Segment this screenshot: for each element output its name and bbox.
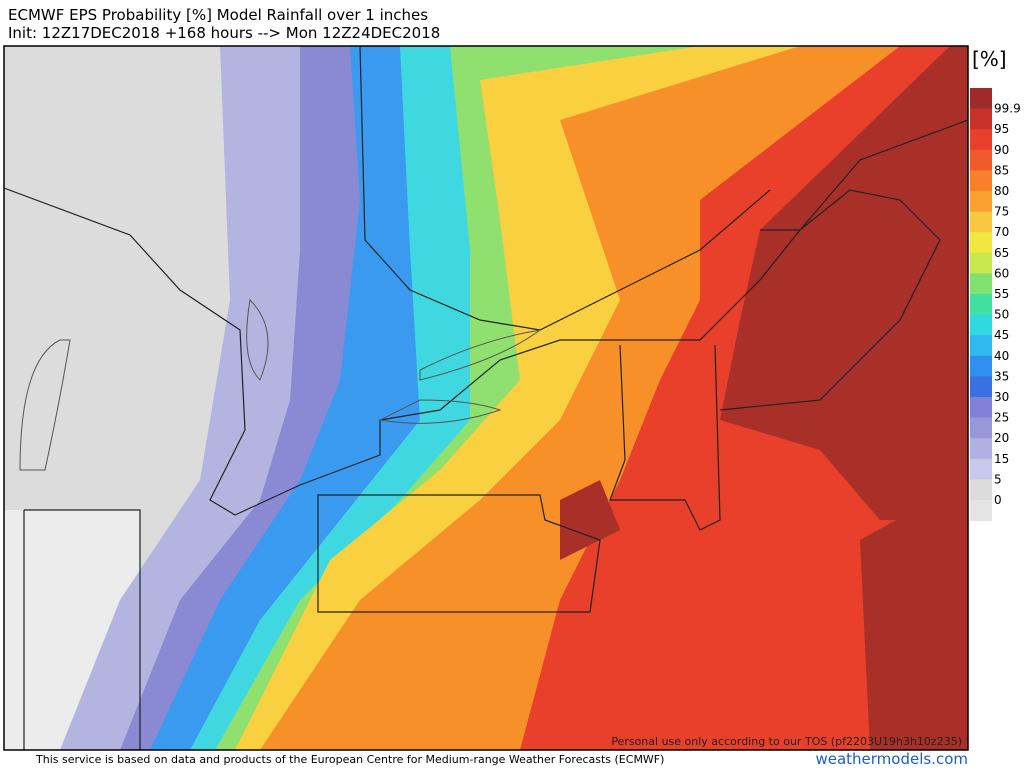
- colorbar-label: 20: [994, 431, 1009, 445]
- footer-site[interactable]: weathermodels.com: [815, 750, 968, 768]
- colorbar-label: 55: [994, 287, 1009, 301]
- colorbar-swatch: [970, 417, 992, 439]
- footer-credit: This service is based on data and produc…: [35, 753, 664, 766]
- colorbar-swatch: [970, 500, 992, 522]
- colorbar-swatch: [970, 273, 992, 295]
- colorbar-swatch: [970, 88, 992, 110]
- colorbar-swatch: [970, 232, 992, 254]
- colorbar-label: 85: [994, 163, 1009, 177]
- colorbar-swatch: [970, 149, 992, 171]
- colorbar-label: 50: [994, 308, 1009, 322]
- colorbar-label: 80: [994, 184, 1009, 198]
- colorbar-label: 65: [994, 246, 1009, 260]
- colorbar-swatch: [970, 397, 992, 419]
- colorbar-swatch: [970, 252, 992, 274]
- watermark: Personal use only according to our TOS (…: [611, 735, 962, 748]
- colorbar-unit: [%]: [972, 47, 1007, 71]
- colorbar-label: 40: [994, 349, 1009, 363]
- colorbar-label: 15: [994, 452, 1009, 466]
- colorbar-swatch: [970, 294, 992, 316]
- zone-darkred-3: [560, 480, 620, 560]
- zone-darkred-2: [860, 480, 968, 750]
- colorbar-label: 45: [994, 328, 1009, 342]
- boundaries: [4, 46, 968, 750]
- colorbar-label: 30: [994, 390, 1009, 404]
- colorbar-swatch: [970, 211, 992, 233]
- colorbar-label: 70: [994, 225, 1009, 239]
- colorbar-swatch: [970, 129, 992, 151]
- title: ECMWF EPS Probability [%] Model Rainfall…: [8, 6, 428, 24]
- colorbar-label: 25: [994, 411, 1009, 425]
- colorbar-swatch: [970, 438, 992, 460]
- colorbar-swatch: [970, 376, 992, 398]
- subtitle: Init: 12Z17DEC2018 +168 hours --> Mon 12…: [8, 24, 440, 42]
- colorbar-label: 35: [994, 369, 1009, 383]
- colorbar-label: 0: [994, 493, 1002, 507]
- colorbar-swatch: [970, 108, 992, 130]
- colorbar-label: 90: [994, 143, 1009, 157]
- colorbar-swatch: [970, 479, 992, 501]
- colorbar-label: 75: [994, 205, 1009, 219]
- colorbar-swatch: [970, 355, 992, 377]
- colorbar-label: 95: [994, 122, 1009, 136]
- colorbar-label: 99.9: [994, 102, 1021, 116]
- colorbar-swatch: [970, 170, 992, 192]
- colorbar-swatch: [970, 314, 992, 336]
- colorbar-swatch: [970, 335, 992, 357]
- lakes: [19, 298, 541, 471]
- colorbar-swatch: [970, 458, 992, 480]
- map: Personal use only according to our TOS (…: [3, 45, 969, 751]
- zone-darkred: [720, 46, 968, 520]
- map-frame: [3, 45, 969, 751]
- colorbar-label: 60: [994, 266, 1009, 280]
- colorbar-label: 5: [994, 472, 1002, 486]
- colorbar-swatch: [970, 191, 992, 213]
